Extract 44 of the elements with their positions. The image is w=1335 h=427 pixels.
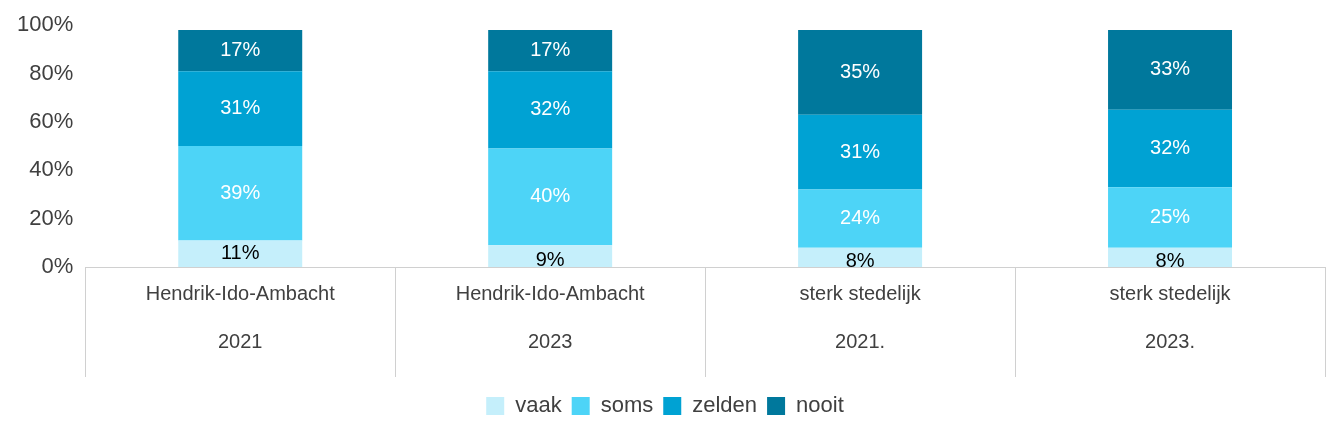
category-label: sterk stedelijk 2021.	[799, 281, 921, 352]
data-label: 35%	[840, 59, 881, 82]
category-label: Hendrik-Ido-Ambacht 2023	[455, 281, 645, 352]
bar	[798, 114, 923, 190]
y-tick-label: 20%	[29, 204, 74, 230]
y-tick-label: 80%	[29, 59, 74, 85]
data-label: 33%	[1150, 57, 1191, 80]
data-label: 31%	[220, 96, 261, 119]
bar	[798, 30, 923, 115]
legend-label: vaak	[515, 392, 563, 418]
data-label: 32%	[1150, 136, 1191, 159]
data-label: 24%	[840, 206, 881, 229]
legend-label: soms	[600, 392, 654, 418]
y-tick-label: 100%	[16, 11, 74, 37]
bar	[178, 240, 303, 267]
y-tick-label: 0%	[41, 253, 74, 279]
bar	[798, 189, 923, 248]
data-label: 8%	[845, 249, 875, 272]
bar	[488, 30, 613, 72]
data-label: 17%	[530, 38, 571, 61]
y-tick-label: 40%	[29, 156, 74, 182]
data-label: 32%	[530, 97, 571, 120]
data-label: 11%	[220, 241, 260, 264]
bar	[178, 146, 303, 241]
bar	[488, 71, 613, 149]
legend-label: zelden	[692, 392, 758, 418]
legend-label: nooit	[796, 392, 844, 418]
bar	[178, 71, 303, 147]
bar	[1108, 30, 1233, 110]
data-label: 9%	[535, 247, 565, 270]
data-label: 39%	[220, 180, 261, 203]
data-label: 40%	[530, 184, 571, 207]
y-tick-label: 60%	[29, 107, 74, 133]
bar	[1108, 109, 1233, 188]
bar	[1108, 187, 1233, 248]
data-label: 17%	[220, 38, 261, 61]
data-label: 25%	[1150, 204, 1191, 227]
bar	[488, 245, 613, 267]
category-label: sterk stedelijk 2023.	[1109, 281, 1231, 352]
data-label: 31%	[840, 139, 881, 162]
bar	[178, 30, 303, 72]
bar	[488, 148, 613, 246]
data-label: 8%	[1155, 249, 1185, 272]
category-label: Hendrik-Ido-Ambacht 2021	[145, 281, 335, 352]
